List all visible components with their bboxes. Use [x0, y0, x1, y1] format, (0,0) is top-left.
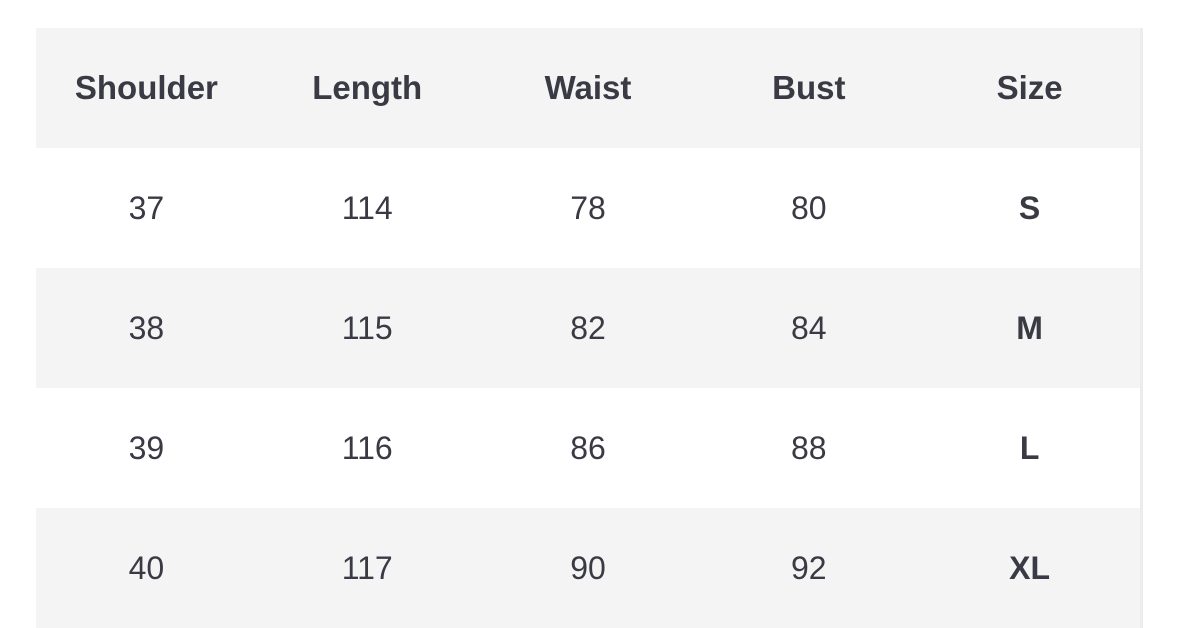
- cell-length: 117: [341, 549, 393, 586]
- header-shoulder: Shoulder: [74, 69, 218, 106]
- header-bust: Bust: [772, 69, 846, 106]
- cell-waist: 86: [570, 429, 606, 466]
- cell-size: L: [1019, 429, 1040, 466]
- cell-size: XL: [1009, 549, 1051, 586]
- cell-shoulder: 40: [128, 549, 165, 586]
- cell-bust: 84: [790, 309, 827, 346]
- cell-length: 116: [341, 429, 393, 466]
- table-row: 37 114 78 80 S: [36, 148, 1140, 268]
- table-row: 40 117 90 92 XL: [36, 508, 1140, 628]
- cell-shoulder: 39: [128, 429, 165, 466]
- table-row: 38 115 82 84 M: [36, 268, 1140, 388]
- cell-size: S: [1018, 189, 1041, 226]
- cell-bust: 92: [790, 549, 827, 586]
- cell-waist: 82: [570, 309, 606, 346]
- header-size: Size: [996, 69, 1063, 106]
- cell-shoulder: 38: [128, 309, 165, 346]
- cell-size: M: [1016, 309, 1043, 346]
- cell-shoulder: 37: [128, 189, 165, 226]
- header-length: Length: [312, 69, 423, 106]
- cell-length: 115: [341, 309, 393, 346]
- cell-length: 114: [341, 189, 393, 226]
- cell-waist: 78: [570, 189, 606, 226]
- header-waist: Waist: [544, 69, 632, 106]
- table-row: 39 116 86 88 L: [36, 388, 1140, 508]
- cell-bust: 80: [790, 189, 827, 226]
- size-chart-table: Shoulder Length Waist Bust Size 37 114 7…: [36, 28, 1143, 628]
- cell-waist: 90: [570, 549, 606, 586]
- cell-bust: 88: [790, 429, 827, 466]
- table-header-row: Shoulder Length Waist Bust Size: [36, 28, 1140, 148]
